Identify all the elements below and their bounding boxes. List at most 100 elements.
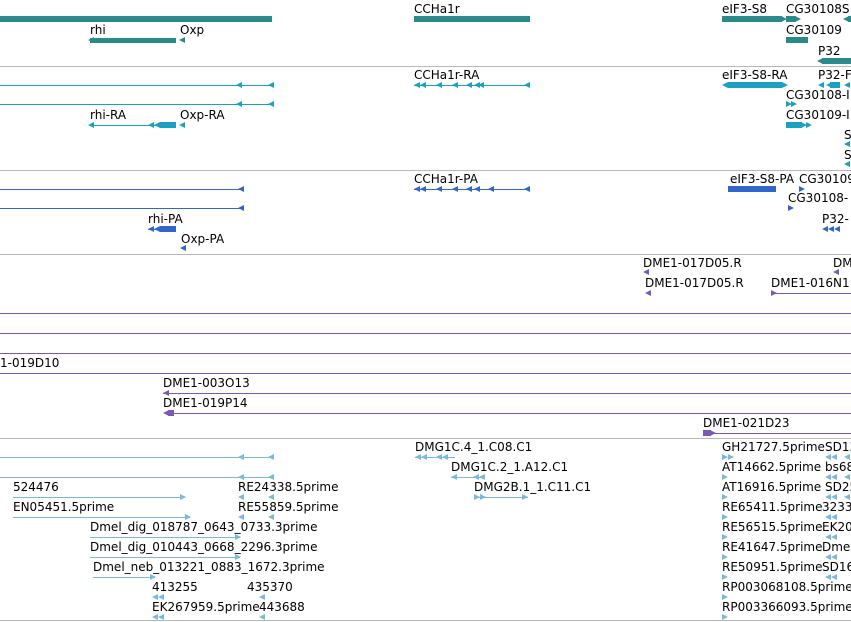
strand-left-icon bbox=[436, 186, 442, 192]
feature-label: RE41647.5prime bbox=[722, 540, 823, 554]
feature-label: Dmel_dig_010443_0668_2296.3prime bbox=[90, 540, 318, 554]
strand-left-icon bbox=[259, 594, 265, 600]
strand-left-icon bbox=[436, 454, 442, 460]
strand-left-icon bbox=[831, 554, 837, 560]
strand-right-icon bbox=[722, 514, 728, 520]
feature-label: 435370 bbox=[247, 580, 293, 594]
strand-right-icon bbox=[722, 574, 728, 580]
feature-label: S bbox=[844, 148, 851, 162]
strand-left-icon bbox=[844, 141, 850, 147]
strand-left-icon bbox=[415, 454, 421, 460]
feature-label: GH21727.5prime bbox=[722, 440, 825, 454]
strand-left-icon bbox=[268, 454, 274, 460]
feature-line bbox=[168, 413, 851, 414]
feature-label: S bbox=[844, 128, 851, 142]
feature-line bbox=[163, 393, 851, 394]
feature-label: eIF3-S8-RA bbox=[722, 68, 788, 82]
track-separator bbox=[0, 170, 851, 171]
strand-left-icon bbox=[844, 454, 850, 460]
strand-left-icon bbox=[436, 82, 442, 88]
feature-label: eIF3-S8-PA bbox=[730, 172, 795, 186]
strand-right-icon bbox=[781, 16, 787, 22]
strand-left-icon bbox=[817, 58, 823, 64]
strand-left-icon bbox=[259, 614, 265, 620]
feature-label: RP003068108.5prime bbox=[722, 580, 851, 594]
strand-right-icon bbox=[180, 494, 186, 500]
feature-line bbox=[474, 497, 528, 498]
strand-left-icon bbox=[268, 514, 274, 520]
feature-bar bbox=[728, 186, 776, 192]
feature-label: CCHa1r-RA bbox=[414, 68, 480, 82]
strand-left-icon bbox=[414, 186, 420, 192]
strand-left-icon bbox=[474, 186, 480, 192]
strand-left-icon bbox=[825, 474, 831, 480]
strand-left-icon bbox=[826, 82, 832, 88]
feature-label: CG30109-I bbox=[786, 108, 850, 122]
feature-bar bbox=[848, 16, 851, 22]
strand-left-icon bbox=[452, 186, 458, 192]
strand-right-icon bbox=[722, 594, 728, 600]
strand-left-icon bbox=[152, 614, 158, 620]
feature-label: AT14662.5prime bbox=[722, 460, 822, 474]
feature-line bbox=[414, 85, 530, 86]
strand-left-icon bbox=[238, 186, 244, 192]
feature-label: DME1-017D05.R bbox=[645, 276, 744, 290]
feature-label: DME1-003O13 bbox=[163, 376, 250, 390]
feature-label: SD13 bbox=[825, 440, 851, 454]
strand-left-icon bbox=[825, 534, 831, 540]
strand-right-icon bbox=[235, 554, 241, 560]
strand-right-icon bbox=[722, 454, 728, 460]
strand-left-icon bbox=[152, 594, 158, 600]
strand-left-icon bbox=[833, 269, 839, 275]
feature-line bbox=[0, 333, 851, 334]
feature-line bbox=[0, 189, 242, 190]
strand-left-icon bbox=[466, 186, 472, 192]
feature-label: P32- bbox=[822, 212, 849, 226]
strand-left-icon bbox=[179, 122, 185, 128]
strand-left-icon bbox=[825, 454, 831, 460]
strand-left-icon bbox=[488, 186, 494, 192]
track-separator bbox=[0, 438, 851, 439]
strand-right-icon bbox=[722, 534, 728, 540]
feature-label: Oxp-RA bbox=[180, 108, 225, 122]
feature-line bbox=[90, 125, 176, 126]
feature-label: EK267959.5prime bbox=[152, 600, 260, 614]
feature-label: CG30108-I bbox=[786, 88, 850, 102]
feature-label: 524476 bbox=[13, 480, 59, 494]
strand-left-icon bbox=[843, 16, 849, 22]
strand-left-icon bbox=[844, 494, 850, 500]
strand-right-icon bbox=[722, 474, 728, 480]
feature-line bbox=[0, 85, 272, 86]
feature-line bbox=[771, 293, 851, 294]
strand-left-icon bbox=[831, 454, 837, 460]
strand-left-icon bbox=[88, 122, 94, 128]
strand-left-icon bbox=[831, 574, 837, 580]
feature-line bbox=[93, 577, 155, 578]
strand-left-icon bbox=[238, 205, 244, 211]
feature-label: Dme bbox=[822, 540, 851, 554]
strand-left-icon bbox=[236, 101, 242, 107]
feature-bar bbox=[0, 16, 272, 22]
strand-left-icon bbox=[834, 226, 840, 232]
feature-line bbox=[13, 497, 185, 498]
strand-left-icon bbox=[466, 82, 472, 88]
strand-left-icon bbox=[421, 454, 427, 460]
feature-bar bbox=[786, 122, 802, 128]
track-separator bbox=[0, 254, 851, 255]
strand-left-icon bbox=[420, 82, 426, 88]
strand-left-icon bbox=[722, 82, 728, 88]
strand-left-icon bbox=[524, 186, 530, 192]
strand-right-icon bbox=[806, 122, 812, 128]
track-separator bbox=[0, 620, 851, 621]
feature-label: rhi-RA bbox=[90, 108, 127, 122]
strand-left-icon bbox=[179, 37, 185, 43]
feature-label: rhi-PA bbox=[148, 212, 183, 226]
strand-left-icon bbox=[831, 494, 837, 500]
strand-left-icon bbox=[154, 226, 160, 232]
strand-right-icon bbox=[786, 101, 792, 107]
strand-left-icon bbox=[524, 82, 530, 88]
feature-label: 3233 bbox=[822, 500, 851, 514]
strand-right-icon bbox=[722, 494, 728, 500]
feature-line bbox=[90, 537, 240, 538]
feature-label: eIF3-S8 bbox=[722, 2, 768, 16]
